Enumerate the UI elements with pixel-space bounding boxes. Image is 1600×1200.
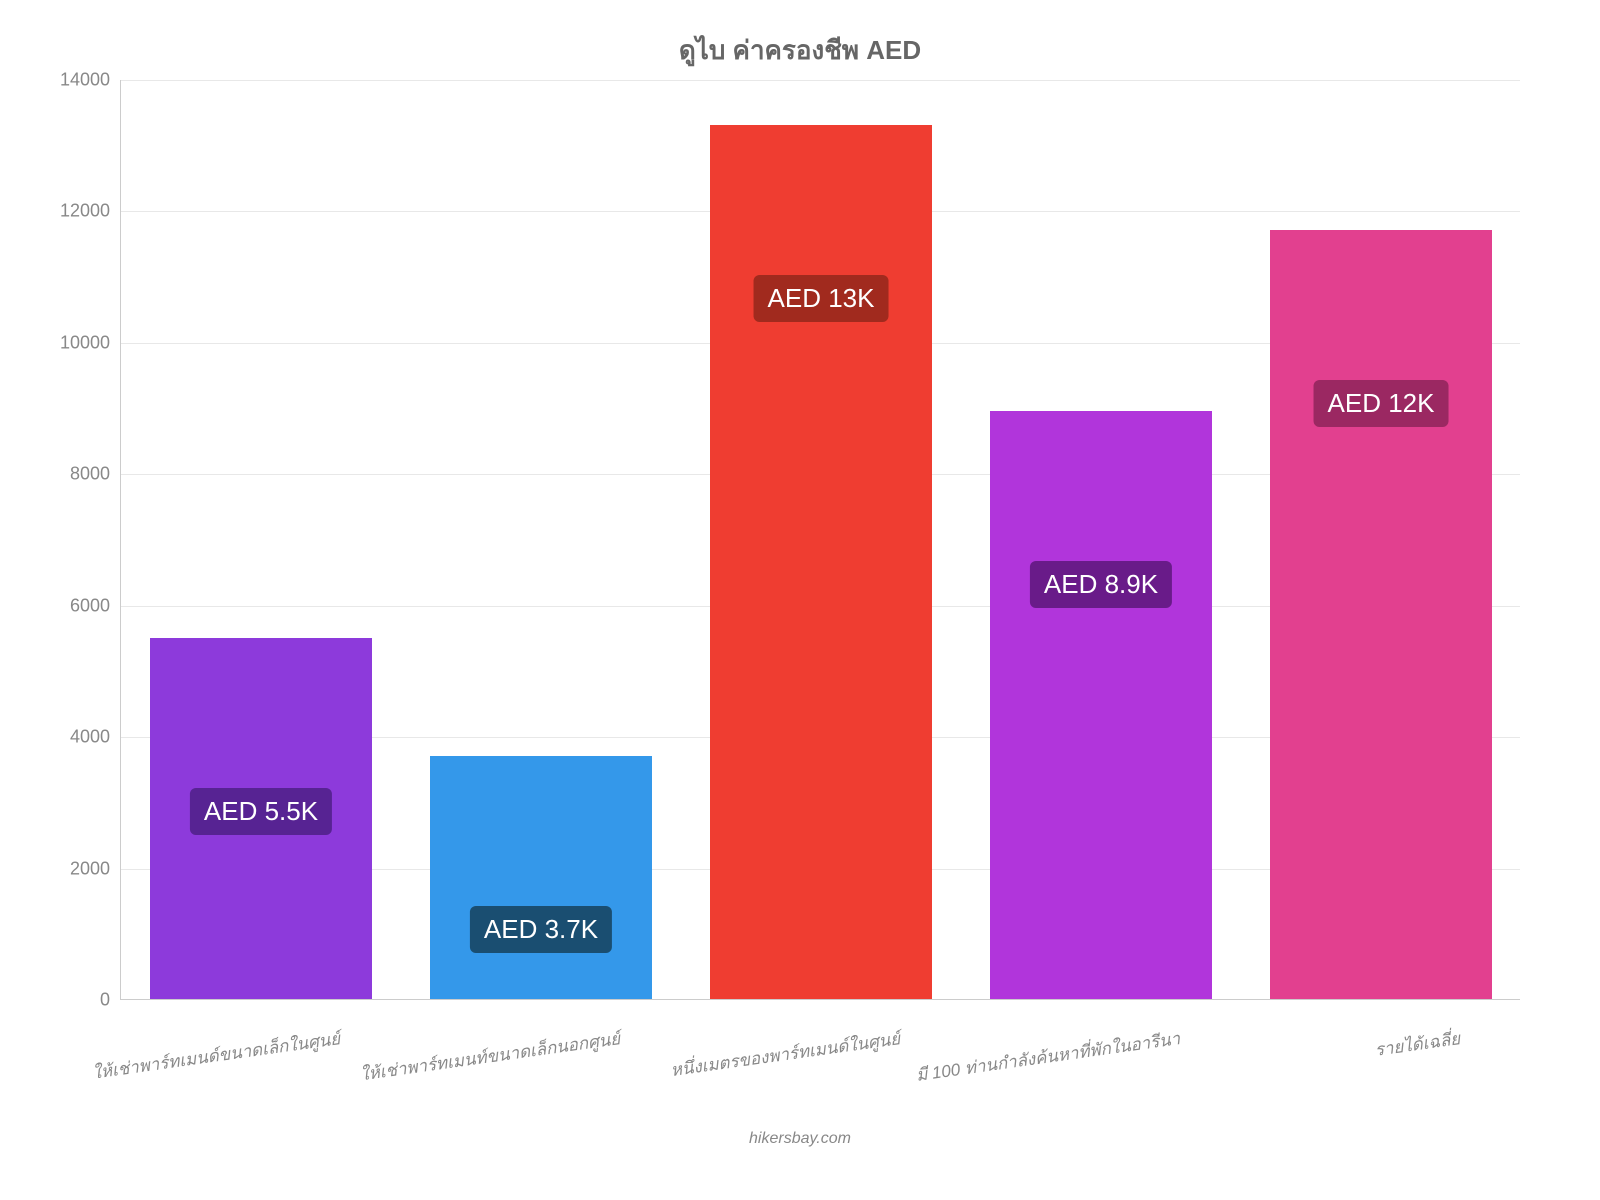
y-tick-label: 14000 [10, 70, 110, 91]
bars-group: AED 5.5K AED 3.7K AED 13K AED 8.9K AED 12K [121, 80, 1520, 999]
y-tick-label: 12000 [10, 201, 110, 222]
y-tick-label: 8000 [10, 464, 110, 485]
y-tick-label: 4000 [10, 727, 110, 748]
bar-value-badge: AED 3.7K [470, 906, 612, 953]
y-tick-label: 0 [10, 990, 110, 1011]
x-axis-labels: ให้เช่าพาร์ทเมนด์ขนาดเล็กในศูนย์ให้เช่าพ… [120, 1005, 1520, 1085]
x-tick-label: มี 100 ท่านกำลังค้นหาที่พักในอารีนา [914, 1025, 1182, 1089]
source-attribution: hikersbay.com [0, 1130, 1600, 1148]
x-tick-label: ให้เช่าพาร์ทเมนท์ขนาดเล็กนอกศูนย์ [358, 1025, 621, 1088]
bar-value-badge: AED 12K [1314, 380, 1449, 427]
bar-value-badge: AED 13K [754, 275, 889, 322]
chart-title: ดูไบ ค่าครองชีพ AED [0, 30, 1600, 71]
bar: AED 5.5K [150, 638, 371, 999]
x-tick-label: รายได้เฉลี่ย [1373, 1025, 1462, 1064]
x-tick-label: ให้เช่าพาร์ทเมนด์ขนาดเล็กในศูนย์ [91, 1025, 342, 1087]
y-tick-label: 10000 [10, 332, 110, 353]
bar: AED 8.9K [990, 411, 1211, 999]
bar: AED 3.7K [430, 756, 651, 999]
bar: AED 13K [710, 125, 931, 999]
y-tick-label: 2000 [10, 858, 110, 879]
plot-area: AED 5.5K AED 3.7K AED 13K AED 8.9K AED 12K [120, 80, 1520, 1000]
bar-value-badge: AED 8.9K [1030, 561, 1172, 608]
y-tick-label: 6000 [10, 595, 110, 616]
bar-value-badge: AED 5.5K [190, 788, 332, 835]
bar: AED 12K [1270, 230, 1491, 999]
x-tick-label: หนึ่งเมตรของพาร์ทเมนด์ในศูนย์ [669, 1025, 902, 1084]
chart-container: ดูไบ ค่าครองชีพ AED AED 5.5KAED 3.7KAED … [0, 0, 1600, 1200]
